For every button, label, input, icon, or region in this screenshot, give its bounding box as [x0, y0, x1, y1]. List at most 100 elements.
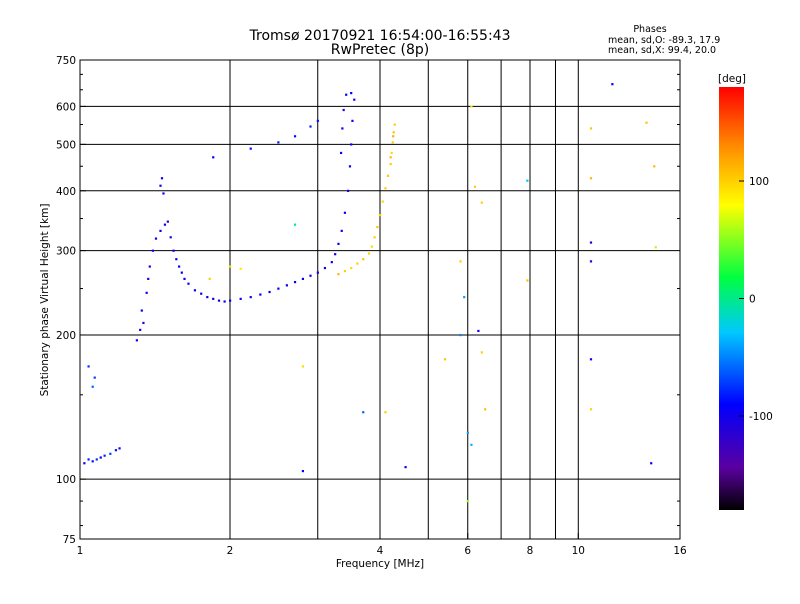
- data-point-o: [91, 460, 94, 463]
- x-tick-label: 1: [77, 545, 84, 557]
- data-point-o: [285, 284, 288, 287]
- data-point-o: [139, 328, 142, 332]
- data-point-x: [393, 123, 396, 126]
- data-point-o: [223, 300, 226, 303]
- data-point-o: [309, 274, 312, 277]
- data-point-o: [200, 292, 203, 295]
- data-point-x: [343, 269, 347, 273]
- data-point-other: [362, 411, 365, 414]
- data-point-x: [356, 262, 359, 265]
- data-point-o: [142, 321, 145, 325]
- data-point-o: [140, 309, 143, 312]
- data-point-x: [389, 162, 392, 166]
- x-tick-label: 8: [527, 545, 534, 557]
- data-point-x: [484, 408, 487, 411]
- data-point-x: [208, 277, 211, 280]
- x-tick-label: 4: [377, 545, 384, 557]
- data-point-o: [340, 229, 343, 232]
- phases-o-stats: mean, sd,O: -89.3, 17.9: [608, 35, 720, 46]
- data-point-o: [180, 271, 183, 274]
- data-point-x: [389, 156, 392, 159]
- y-tick-label: 300: [56, 246, 76, 258]
- data-point-x: [443, 358, 447, 361]
- data-point-x: [384, 187, 387, 190]
- data-point-x: [473, 185, 477, 188]
- data-point-x: [381, 200, 384, 203]
- data-point-o: [353, 98, 356, 101]
- data-point-x: [392, 135, 395, 138]
- data-point-x: [653, 165, 656, 168]
- data-point-x: [390, 151, 393, 155]
- x-tick-label: 6: [464, 545, 471, 557]
- y-axis-ticks: 75 100 200 300 400 500 600 750: [56, 55, 680, 546]
- colorbar-ticks: -100 0 100: [739, 176, 773, 423]
- data-point-x: [466, 500, 469, 503]
- data-point-o: [169, 236, 172, 239]
- data-point-o: [163, 223, 167, 226]
- data-point-o: [87, 365, 90, 368]
- data-point-x: [384, 411, 387, 414]
- y-tick-label: 200: [56, 330, 76, 342]
- data-point-o: [293, 280, 297, 284]
- data-point-o: [83, 462, 86, 465]
- data-point-x: [526, 279, 529, 282]
- y-tick-label: 600: [56, 101, 76, 113]
- data-point-o: [339, 151, 343, 155]
- data-point-x: [362, 258, 365, 261]
- data-point-o: [159, 229, 162, 232]
- data-point-o: [172, 249, 175, 252]
- data-point-o: [212, 156, 215, 159]
- data-points: [83, 83, 657, 503]
- data-point-x: [589, 127, 593, 130]
- colorbar-label: [deg]: [718, 73, 746, 85]
- data-point-o: [154, 237, 158, 240]
- data-point-x: [337, 273, 340, 276]
- data-point-o: [166, 220, 169, 223]
- data-point-other: [293, 223, 297, 226]
- data-point-o: [268, 290, 271, 294]
- data-point-o: [351, 119, 354, 122]
- y-tick-label: 75: [63, 534, 76, 546]
- data-point-o: [611, 83, 614, 86]
- data-point-x: [480, 201, 483, 204]
- data-point-o: [103, 454, 106, 457]
- data-point-o: [95, 458, 98, 461]
- phases-x-stats: mean, sd,X: 99.4, 20.0: [608, 45, 716, 56]
- data-point-o: [177, 265, 181, 268]
- data-point-o: [330, 261, 333, 264]
- x-axis-label: Frequency [MHz]: [336, 558, 424, 570]
- data-point-other: [463, 296, 466, 299]
- data-point-o: [346, 189, 350, 192]
- data-point-o: [334, 253, 337, 256]
- data-point-x: [459, 260, 462, 263]
- data-point-o: [206, 296, 209, 299]
- data-point-o: [348, 165, 352, 168]
- phases-title: Phases: [633, 24, 666, 35]
- data-point-o: [229, 299, 232, 302]
- y-tick-label: 500: [56, 139, 76, 151]
- data-point-o: [99, 456, 102, 459]
- data-point-o: [277, 141, 280, 144]
- data-point-o: [323, 266, 327, 270]
- data-point-x: [391, 141, 394, 144]
- data-point-o: [301, 277, 305, 280]
- data-point-x: [229, 265, 232, 268]
- x-tick-label: 2: [227, 545, 234, 557]
- data-point-x: [589, 408, 593, 411]
- data-point-o: [589, 241, 593, 244]
- chart-subtitle: RwPretec (8p): [331, 42, 429, 58]
- data-point-o: [175, 258, 178, 261]
- data-point-other: [470, 443, 473, 446]
- colorbar-tick-label: 100: [749, 176, 769, 188]
- data-point-x: [392, 131, 395, 134]
- data-point-o: [109, 452, 112, 455]
- data-point-x: [386, 174, 390, 177]
- data-point-o: [589, 260, 593, 263]
- data-point-o: [309, 125, 312, 128]
- data-point-x: [301, 365, 305, 368]
- data-point-o: [159, 184, 162, 187]
- data-point-x: [350, 266, 353, 270]
- data-point-o: [316, 119, 319, 122]
- data-point-o: [316, 271, 319, 274]
- colorbar-tick-label: -100: [749, 411, 773, 423]
